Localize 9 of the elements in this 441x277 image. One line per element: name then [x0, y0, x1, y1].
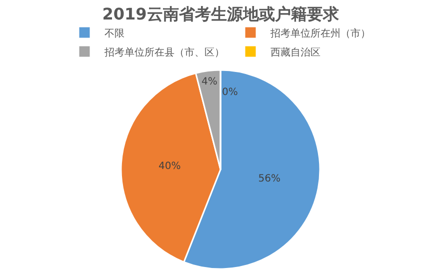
data-label: 40% [158, 160, 181, 172]
text: 0% [222, 87, 238, 98]
chart-title: 2019云南省考生源地或户籍要求 [102, 4, 340, 24]
legend-label: 招考单位所在县（市、区） [104, 46, 224, 58]
legend-label: 西藏自治区 [270, 46, 320, 58]
legend-label: 不限 [104, 28, 124, 40]
data-label: 56% [258, 173, 280, 184]
legend-label: 招考单位所在州（市） [270, 27, 370, 40]
data-label: 4% [201, 76, 218, 88]
